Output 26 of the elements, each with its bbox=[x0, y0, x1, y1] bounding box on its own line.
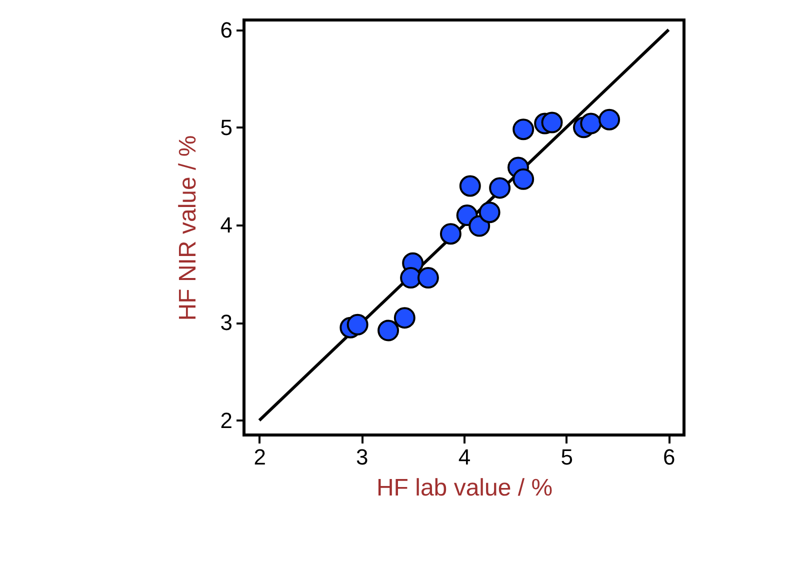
point bbox=[459, 175, 481, 197]
x-tick-label: 6 bbox=[663, 444, 676, 470]
point bbox=[541, 112, 563, 134]
point bbox=[417, 267, 439, 289]
x-tick-label: 3 bbox=[356, 444, 368, 470]
point bbox=[478, 202, 500, 224]
point bbox=[512, 168, 534, 190]
point bbox=[346, 314, 368, 336]
x-axis-title: HF lab value / % bbox=[376, 474, 553, 502]
point bbox=[440, 223, 462, 245]
y-axis-title: HF NIR value / % bbox=[174, 135, 202, 321]
y-tick-label: 4 bbox=[220, 212, 232, 238]
y-tick-label: 5 bbox=[220, 114, 232, 140]
y-tick-label: 6 bbox=[220, 17, 232, 42]
point bbox=[598, 108, 620, 130]
point bbox=[468, 215, 490, 237]
x-tick-label: 5 bbox=[560, 444, 573, 470]
point bbox=[580, 112, 602, 134]
point bbox=[512, 118, 534, 140]
y-tick-label: 3 bbox=[220, 310, 232, 336]
x-tick-label: 2 bbox=[254, 444, 266, 470]
y-tick-label: 2 bbox=[220, 408, 232, 433]
point bbox=[394, 307, 416, 329]
point bbox=[378, 320, 400, 342]
point bbox=[489, 177, 511, 199]
x-tick-label: 4 bbox=[458, 444, 471, 470]
